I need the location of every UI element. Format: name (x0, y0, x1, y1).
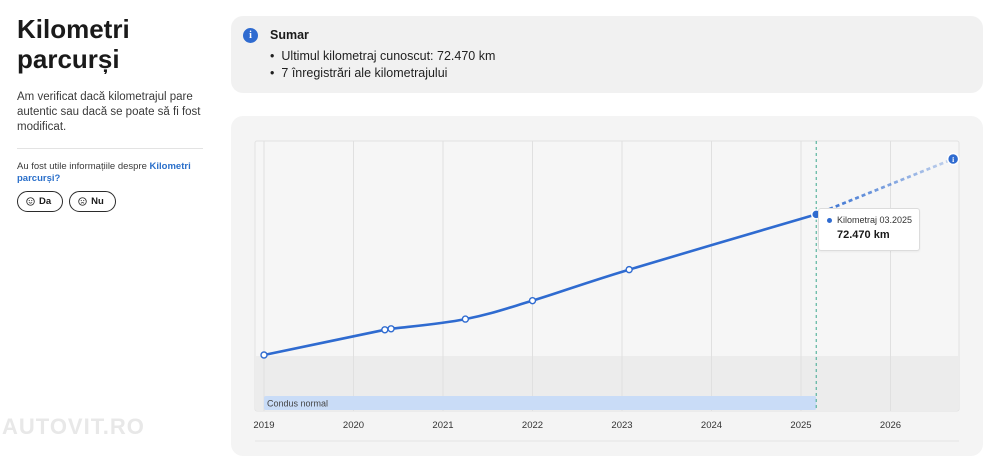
data-point (387, 325, 395, 333)
summary-card: i Sumar Ultimul kilometraj cunoscut: 72.… (231, 16, 983, 93)
no-label: Nu (91, 196, 104, 207)
band-label: Condus normal (267, 399, 328, 409)
x-tick-label: 2023 (611, 420, 632, 431)
summary-list: Ultimul kilometraj cunoscut: 72.470 km 7… (270, 48, 495, 82)
question-mark: ? (54, 173, 61, 184)
title-line-1: Kilometri (17, 14, 130, 44)
chart-tooltip: Kilometraj 03.2025 72.470 km (818, 208, 920, 251)
data-point (528, 296, 537, 305)
x-tick-label: 2026 (880, 420, 901, 431)
tooltip-dot (827, 218, 832, 223)
data-point (461, 315, 470, 323)
title-line-2: parcurși (17, 44, 120, 74)
x-tick-label: 2022 (522, 420, 543, 431)
x-tick-label: 2020 (343, 420, 364, 431)
no-button[interactable]: Nu (69, 191, 116, 212)
data-point (381, 326, 389, 334)
normal-band (264, 396, 817, 410)
chart-card: 2019 2020 2021 2022 2023 2024 2025 2026 Condus n… (231, 116, 983, 456)
tooltip-value: 72.470 km (837, 229, 890, 241)
x-tick-label: 2025 (790, 420, 811, 431)
projection-info-glyph: i (952, 155, 954, 164)
frown-icon (78, 197, 87, 206)
watermark: AUTOVIT.RO (2, 414, 145, 439)
mileage-chart: 2019 2020 2021 2022 2023 2024 2025 2026 Condus n… (253, 140, 960, 442)
yes-button[interactable]: Da (17, 191, 64, 212)
feedback-question: Au fost utile informațiile despre Kilome… (17, 161, 203, 185)
tooltip-label: Kilometraj 03.2025 (837, 215, 913, 225)
question-link[interactable]: Kilometri parcurși (17, 161, 191, 184)
data-point (260, 351, 268, 359)
mileage-section: Kilometri parcurși Am verificat dacă kil… (17, 14, 203, 212)
x-tick-label: 2019 (253, 420, 274, 431)
info-icon: i (243, 28, 258, 43)
summary-title: Sumar (270, 28, 309, 42)
yes-label: Da (39, 196, 52, 207)
question-text: Au fost utile informațiile despre (17, 161, 150, 172)
divider (17, 148, 203, 149)
x-tick-label: 2024 (701, 420, 722, 431)
x-tick-label: 2021 (432, 420, 453, 431)
projection-line (815, 157, 954, 216)
projection-info-icon (946, 152, 960, 166)
page-title: Kilometri parcurși (17, 14, 203, 74)
summary-item: Ultimul kilometraj cunoscut: 72.470 km (270, 48, 495, 65)
description: Am verificat dacă kilometrajul pare aute… (17, 91, 201, 133)
summary-item: 7 înregistrări ale kilometrajului (270, 65, 495, 82)
smile-icon (26, 197, 35, 206)
feedback-buttons: Da Nu (17, 191, 203, 212)
data-point (625, 265, 633, 274)
